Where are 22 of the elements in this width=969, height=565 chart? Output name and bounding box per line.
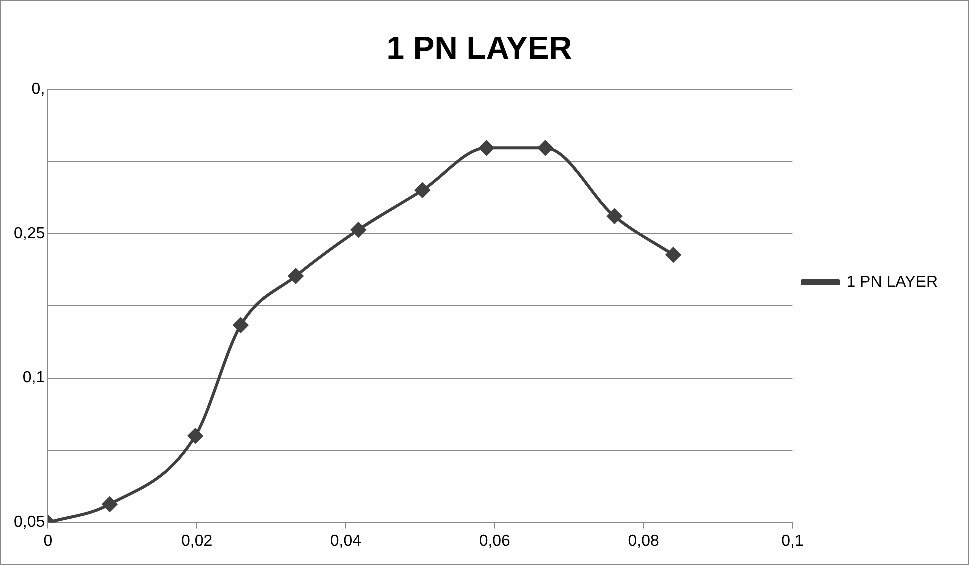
point (415, 183, 430, 198)
chart-title: 1 PN LAYER (386, 30, 572, 66)
point (666, 248, 682, 263)
x-tick-label: 0,02 (181, 532, 213, 550)
x-tick-label: 0,06 (479, 532, 511, 550)
y-tick-label: 0,1 (22, 370, 46, 387)
point (188, 428, 204, 444)
x-tick-label: 0,04 (330, 532, 362, 550)
x-tick-label: 0,1 (782, 532, 804, 550)
point (538, 140, 554, 156)
point (351, 222, 366, 238)
y-tick-label: 0, (32, 80, 46, 98)
y-tick-label: 0,05 (14, 514, 46, 532)
point (102, 497, 118, 512)
point (233, 318, 248, 333)
legend-label: 1 PN LAYER (846, 274, 938, 291)
y-tick-label: 0,25 (14, 225, 46, 242)
point (607, 209, 622, 224)
x-tick-label: 0 (44, 532, 53, 550)
point (479, 140, 494, 156)
point (288, 268, 304, 284)
x-tick-label: 0,08 (628, 532, 660, 550)
